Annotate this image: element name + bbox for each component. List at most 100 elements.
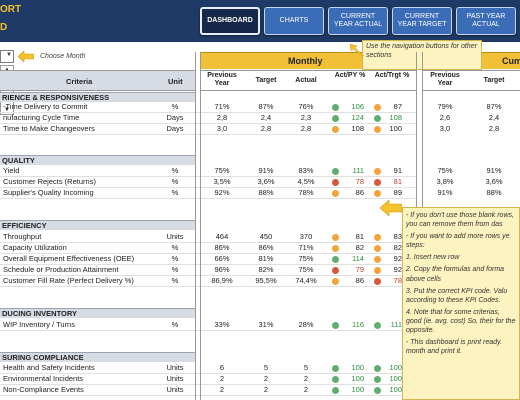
act-py-cell: 124 bbox=[351, 113, 364, 122]
actual-cell: 74,4% bbox=[295, 276, 317, 285]
table-row: Customer Rejects (Returns)% 3,5% 3,6% 4,5% 7… bbox=[0, 177, 503, 187]
actual-cell: 83% bbox=[298, 166, 314, 175]
act-trgt-cell: 111 bbox=[390, 320, 402, 329]
unit-cell: % bbox=[171, 166, 179, 175]
table-row: Non-Compliance Events Units 2 2 2 100 100 bbox=[0, 385, 420, 395]
section-title: EFFICIENCY bbox=[2, 221, 47, 230]
instruction-line: 3. Put the correct KPI code. Valu accord… bbox=[406, 287, 508, 304]
target-cell: 88% bbox=[258, 188, 274, 197]
act-py-status-icon bbox=[332, 267, 339, 274]
row-divider bbox=[0, 264, 416, 265]
section-header: EFFICIENCY bbox=[0, 220, 195, 230]
previous-year-cell: 2 bbox=[219, 374, 225, 383]
nav-current-year-target-button[interactable]: CURRENT YEAR TARGET bbox=[392, 7, 452, 35]
target-cell: 87% bbox=[258, 102, 274, 111]
target-cell: 86% bbox=[258, 243, 274, 252]
previous-year-column-header: Previous Year bbox=[207, 72, 237, 87]
act-trgt-status-icon bbox=[374, 168, 381, 175]
row-divider bbox=[0, 198, 416, 199]
cum-previous-year-column-header: Previous Year bbox=[430, 72, 460, 87]
nav-dashboard-button[interactable]: DASHBOARD bbox=[200, 7, 260, 35]
cum-target-cell: 2,4 bbox=[488, 113, 500, 122]
table-row: Health and Safety Incidents Units 6 5 5 100 10… bbox=[0, 363, 420, 373]
row-divider bbox=[0, 176, 416, 177]
criteria-cell: Capacity Utilization bbox=[3, 243, 67, 252]
target-cell: 31% bbox=[258, 320, 274, 329]
previous-year-cell: 6 bbox=[219, 363, 225, 372]
act-py-cell: 82 bbox=[355, 243, 364, 252]
row-divider bbox=[0, 123, 416, 124]
criteria-cell: Time to Make Changeovers bbox=[3, 124, 95, 133]
table-row: Environmental Incidents Units 2 2 2 100 100 bbox=[0, 374, 420, 384]
actual-cell: 370 bbox=[299, 232, 313, 241]
act-trgt-cell: 78 bbox=[393, 276, 402, 285]
table-row: Throughput Units 464 450 370 81 83 bbox=[0, 232, 420, 242]
act-py-status-icon bbox=[332, 234, 339, 241]
target-cell: 91% bbox=[258, 166, 274, 175]
previous-year-cell: 71% bbox=[214, 102, 230, 111]
target-cell: 450 bbox=[259, 232, 273, 241]
table-row: Schedule or Production Attainment% 96% 82%… bbox=[0, 265, 420, 275]
unit-column-header: Unit bbox=[168, 77, 183, 86]
month-select[interactable]: ▼ bbox=[0, 50, 14, 63]
criteria-cell: Yield bbox=[3, 166, 20, 175]
instruction-line: - If you want to add more rows ye steps: bbox=[406, 233, 510, 250]
act-py-status-icon bbox=[332, 256, 339, 263]
criteria-cell: Throughput bbox=[3, 232, 42, 241]
act-trgt-status-icon bbox=[374, 322, 381, 329]
act-py-status-icon bbox=[332, 179, 339, 186]
act-py-status-icon bbox=[332, 245, 339, 252]
cum-target-cell: 87% bbox=[486, 102, 502, 111]
section-header: DUCING INVENTORY bbox=[0, 308, 195, 318]
act-py-status-icon bbox=[332, 387, 339, 394]
act-trgt-cell: 92 bbox=[393, 254, 402, 263]
act-trgt-cell: 87 bbox=[393, 102, 402, 111]
act-py-cell: 86 bbox=[355, 276, 364, 285]
nav-past-year-actual-button[interactable]: PAST YEAR ACTUAL bbox=[456, 7, 516, 35]
unit-cell: Units bbox=[166, 385, 184, 394]
act-py-cell: 78 bbox=[355, 177, 364, 186]
nav-current-year-actual-button[interactable]: CURRENT YEAR ACTUAL bbox=[328, 7, 388, 35]
act-py-status-icon bbox=[332, 115, 339, 122]
table-row: Supplier's Quality Incoming% 92% 88% 78% 86 8… bbox=[0, 188, 502, 198]
table-row: Capacity Utilization% 86% 86% 71% 82 82 bbox=[0, 243, 420, 253]
cum-target-cell: 3,6% bbox=[485, 177, 503, 186]
actual-cell: 75% bbox=[298, 265, 314, 274]
act-trgt-cell: 100 bbox=[389, 385, 402, 394]
top-banner: ORT D DASHBOARD CHARTS CURRENT YEAR ACTU… bbox=[0, 0, 520, 42]
act-trgt-status-icon bbox=[374, 387, 381, 394]
previous-year-cell: 96% bbox=[214, 265, 230, 274]
act-py-status-icon bbox=[332, 104, 339, 111]
instruction-line: - If you don't use those blank rows, you… bbox=[406, 212, 514, 229]
target-column-header: Target bbox=[255, 77, 277, 84]
act-trgt-cell: 100 bbox=[389, 124, 402, 133]
row-divider bbox=[0, 395, 416, 396]
act-trgt-status-icon bbox=[374, 376, 381, 383]
act-py-status-icon bbox=[332, 168, 339, 175]
scroll-down-icon[interactable]: ▼ bbox=[4, 107, 10, 113]
choose-month-label: Choose Month bbox=[40, 53, 86, 60]
table-row: nufacturing Cycle Time Days 2,8 2,4 2,3 124 10… bbox=[0, 113, 499, 123]
chevron-down-icon[interactable]: ▼ bbox=[6, 52, 12, 58]
instruction-line: 2. Copy the formulas and forma above cel… bbox=[406, 266, 505, 283]
actual-cell: 5 bbox=[303, 363, 309, 372]
criteria-cell: WIP Inventory / Turns bbox=[3, 320, 75, 329]
cum-target-cell: 2,8 bbox=[488, 124, 500, 133]
act-py-status-icon bbox=[332, 322, 339, 329]
instruction-line: 1. Insert new row bbox=[406, 254, 460, 262]
criteria-cell: Environmental Incidents bbox=[3, 374, 84, 383]
column-separator bbox=[200, 52, 201, 400]
unit-cell: Days bbox=[166, 113, 184, 122]
target-cell: 5 bbox=[263, 363, 269, 372]
actual-cell: 2,3 bbox=[300, 113, 312, 122]
unit-cell: Units bbox=[166, 232, 184, 241]
instruction-line: 4. Note that for some criterias, good (i… bbox=[406, 308, 516, 335]
actual-column-header: Actual bbox=[295, 77, 317, 84]
cumulative-column-headers: Previous Year Target bbox=[422, 70, 520, 91]
row-divider bbox=[0, 373, 416, 374]
table-row: Overall Equipment Effectiveness (OEE)% 66… bbox=[0, 254, 420, 264]
previous-year-cell: 66% bbox=[214, 254, 230, 263]
actual-cell: 76% bbox=[298, 102, 314, 111]
nav-charts-button[interactable]: CHARTS bbox=[264, 7, 324, 35]
target-cell: 81% bbox=[258, 254, 274, 263]
